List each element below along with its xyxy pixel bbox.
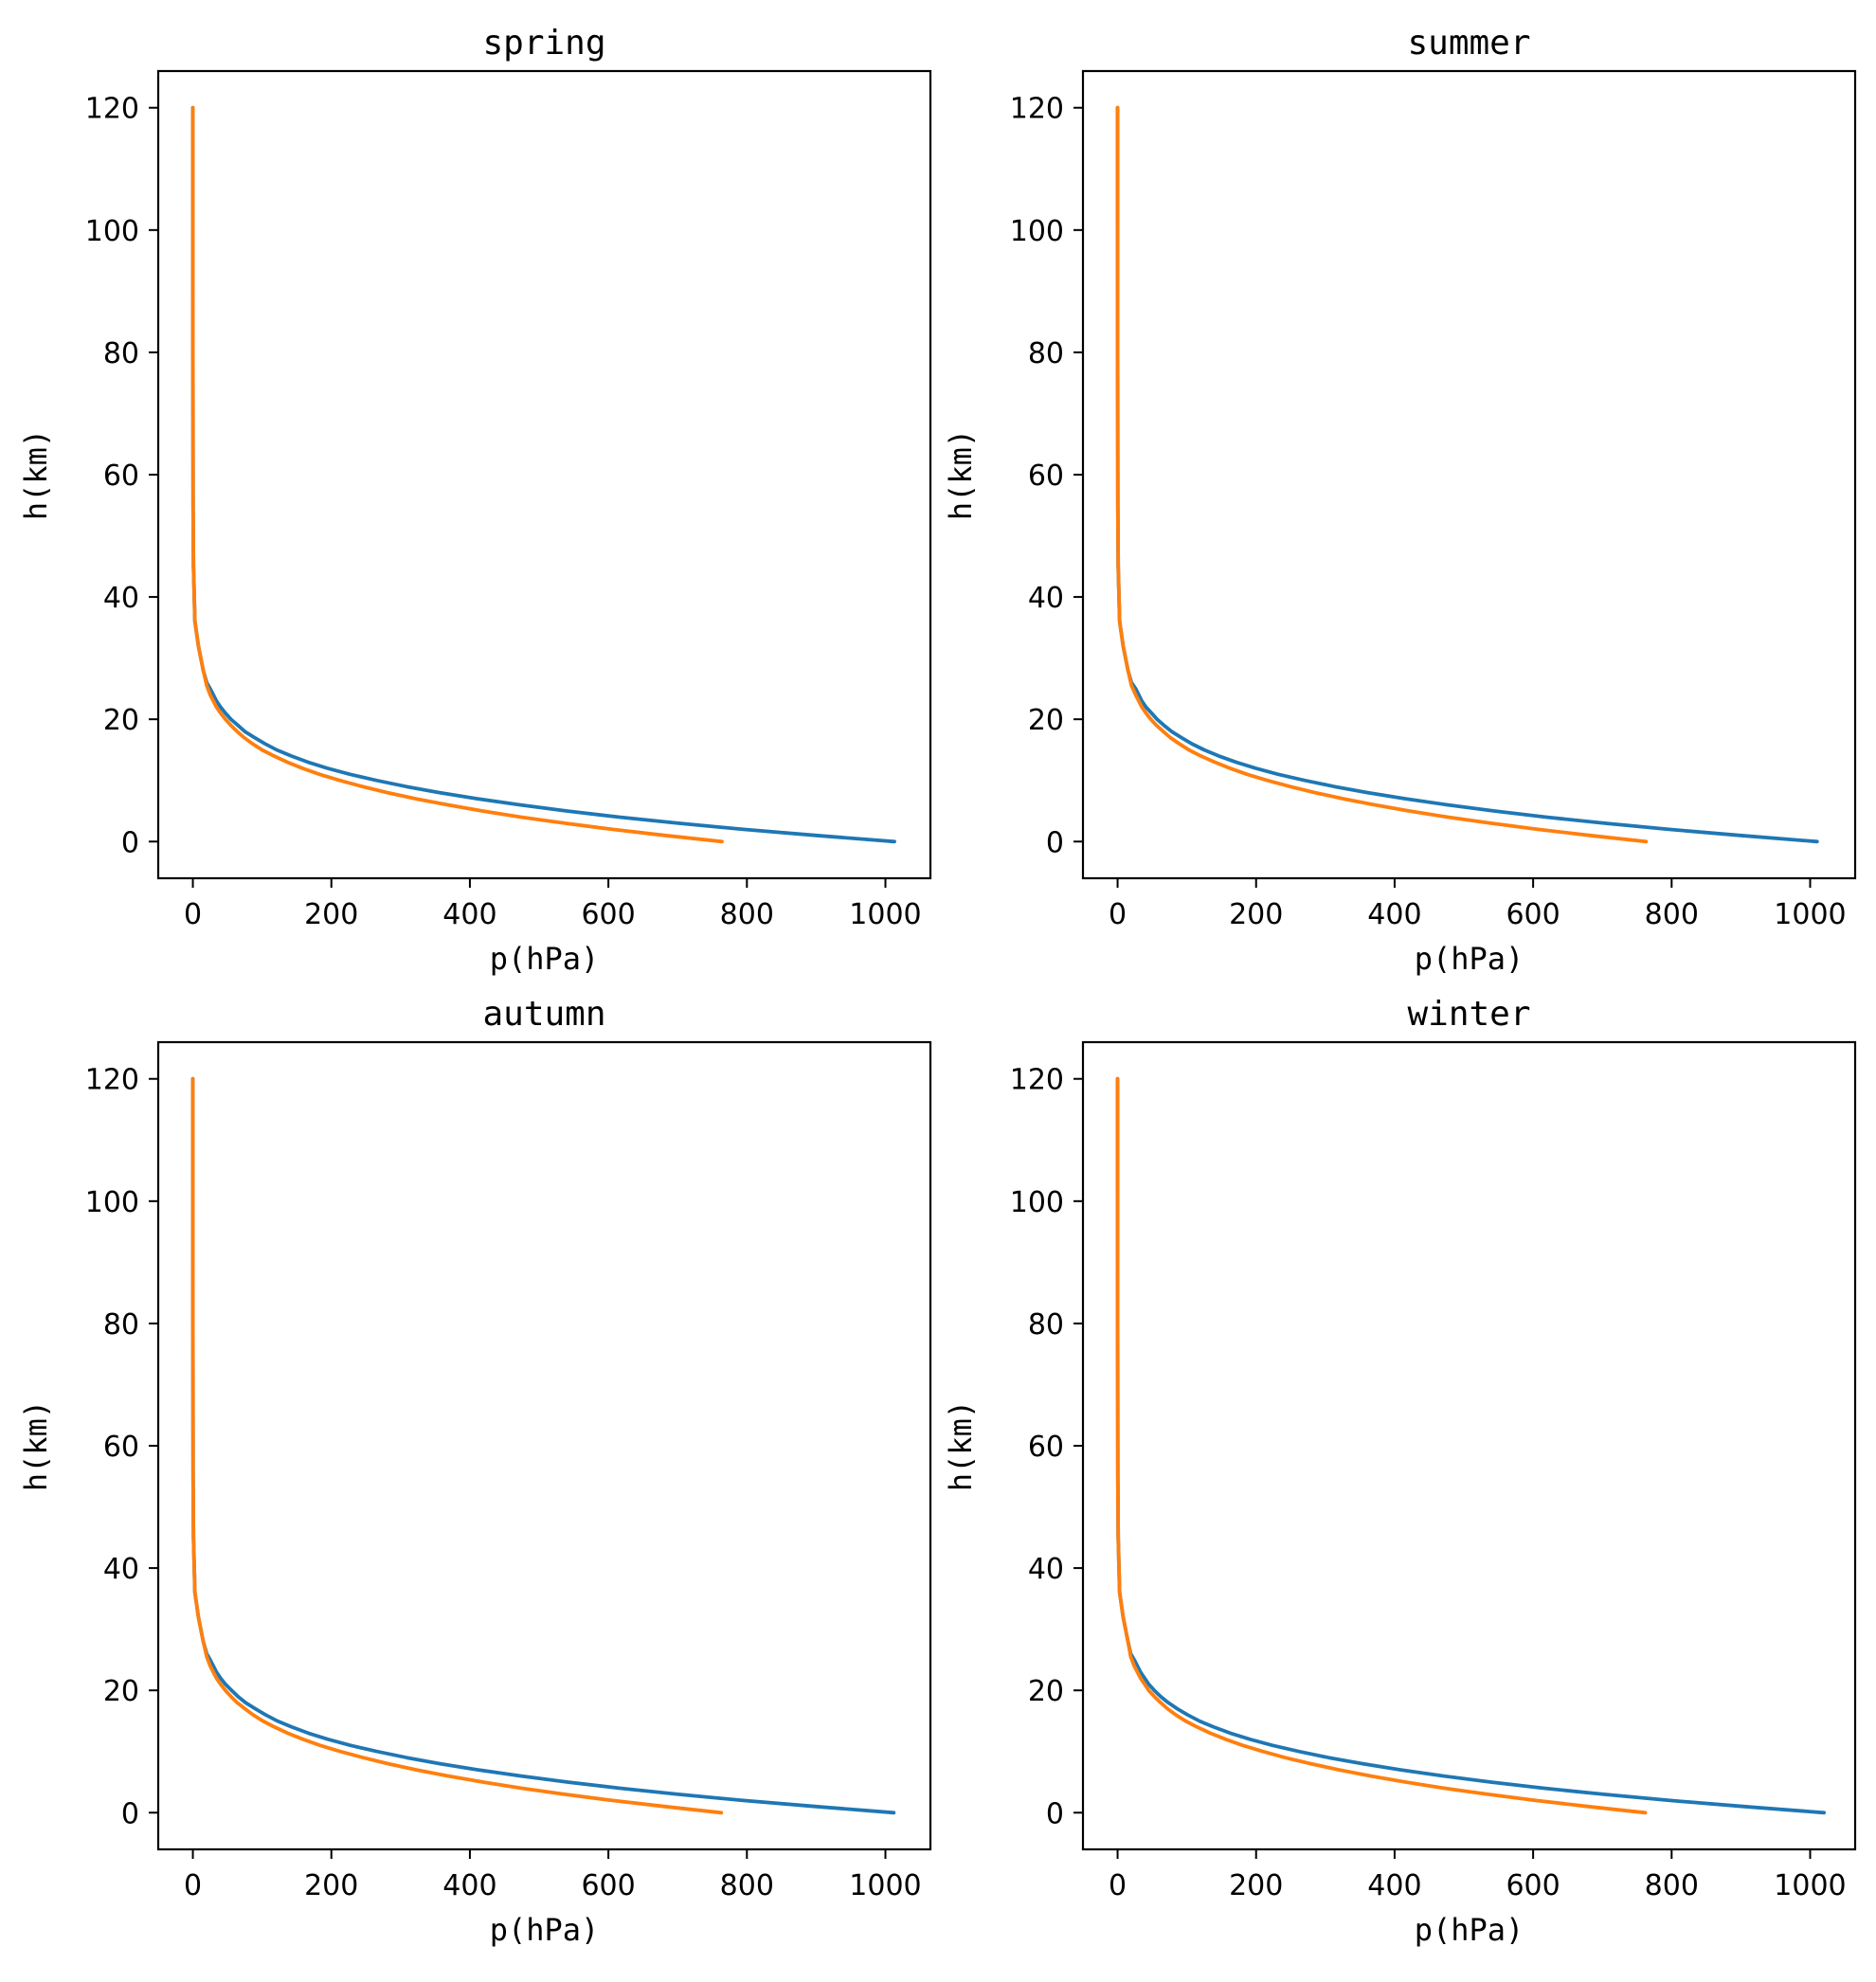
x-tick-label: 0 bbox=[184, 1869, 202, 1902]
y-axis-label: h(km) bbox=[18, 429, 54, 520]
x-tick-label: 1000 bbox=[849, 898, 921, 931]
x-tick-label: 200 bbox=[1229, 1869, 1283, 1902]
x-tick-label: 600 bbox=[1506, 898, 1560, 931]
plot-area bbox=[1083, 71, 1855, 878]
x-tick-label: 400 bbox=[442, 898, 496, 931]
y-tick-label: 40 bbox=[1028, 582, 1064, 615]
x-tick-label: 0 bbox=[1109, 1869, 1127, 1902]
x-tick-label: 600 bbox=[1506, 1869, 1560, 1902]
x-tick-label: 200 bbox=[304, 1869, 358, 1902]
y-tick-label: 40 bbox=[103, 582, 139, 615]
x-tick-label: 800 bbox=[1645, 1869, 1699, 1902]
series-line-2 bbox=[190, 105, 724, 844]
y-tick-label: 60 bbox=[103, 1431, 139, 1464]
y-tick-label: 80 bbox=[1028, 1308, 1064, 1342]
panel-title: autumn bbox=[482, 995, 605, 1034]
series-line-2 bbox=[1115, 1076, 1648, 1815]
panel-winter: 0 200 400 600 800 1000 0 20 40 60 80 100 120 winter p(… bbox=[943, 995, 1857, 1948]
series-line-2 bbox=[1115, 105, 1649, 844]
y-tick-label: 80 bbox=[1028, 337, 1064, 370]
y-tick-label: 100 bbox=[1010, 215, 1064, 248]
y-tick-label: 60 bbox=[1028, 1431, 1064, 1464]
y-axis-label: h(km) bbox=[943, 1400, 979, 1491]
y-tick-label: 60 bbox=[103, 459, 139, 493]
x-tick-label: 600 bbox=[581, 898, 635, 931]
y-tick-label: 120 bbox=[1010, 93, 1064, 126]
y-axis-label: h(km) bbox=[18, 1400, 54, 1491]
y-tick-label: 0 bbox=[1046, 826, 1064, 859]
y-tick-label: 20 bbox=[1028, 704, 1064, 737]
plot-area bbox=[158, 1042, 930, 1849]
y-tick-label: 20 bbox=[1028, 1675, 1064, 1708]
panel-autumn: 0 200 400 600 800 1000 0 20 40 60 80 100 120 autumn p(… bbox=[18, 995, 932, 1948]
x-tick-label: 200 bbox=[304, 898, 358, 931]
series-line-2 bbox=[190, 1076, 724, 1815]
panel-title: summer bbox=[1407, 24, 1530, 63]
y-tick-label: 40 bbox=[103, 1553, 139, 1586]
x-axis-label: p(hPa) bbox=[490, 1912, 600, 1948]
plot-area bbox=[158, 71, 930, 878]
x-tick-label: 400 bbox=[1367, 898, 1421, 931]
y-tick-label: 20 bbox=[103, 704, 139, 737]
x-tick-label: 200 bbox=[1229, 898, 1283, 931]
x-tick-label: 400 bbox=[442, 1869, 496, 1902]
y-tick-label: 40 bbox=[1028, 1553, 1064, 1586]
x-tick-label: 0 bbox=[184, 898, 202, 931]
x-axis-label: p(hPa) bbox=[490, 941, 600, 977]
y-tick-label: 0 bbox=[1046, 1797, 1064, 1830]
x-tick-label: 800 bbox=[1645, 898, 1699, 931]
x-axis-label: p(hPa) bbox=[1415, 941, 1524, 977]
y-tick-label: 120 bbox=[85, 93, 139, 126]
panel-title: winter bbox=[1407, 995, 1530, 1034]
y-tick-label: 120 bbox=[1010, 1064, 1064, 1097]
x-tick-label: 600 bbox=[581, 1869, 635, 1902]
x-tick-label: 400 bbox=[1367, 1869, 1421, 1902]
x-tick-label: 0 bbox=[1109, 898, 1127, 931]
x-tick-label: 800 bbox=[720, 1869, 774, 1902]
y-tick-label: 80 bbox=[103, 337, 139, 370]
y-tick-label: 120 bbox=[85, 1064, 139, 1097]
y-tick-label: 0 bbox=[121, 1797, 139, 1830]
x-tick-label: 1000 bbox=[1774, 1869, 1846, 1902]
y-tick-label: 0 bbox=[121, 826, 139, 859]
y-tick-label: 100 bbox=[85, 1186, 139, 1219]
panel-title: spring bbox=[482, 24, 605, 63]
panel-spring: 0 200 400 600 800 1000 0 20 40 60 80 100 120 spring p(… bbox=[18, 24, 932, 977]
y-tick-label: 100 bbox=[85, 215, 139, 248]
x-tick-label: 800 bbox=[720, 898, 774, 931]
y-tick-label: 20 bbox=[103, 1675, 139, 1708]
x-tick-label: 1000 bbox=[1774, 898, 1846, 931]
y-axis-label: h(km) bbox=[943, 429, 979, 520]
plot-area bbox=[1083, 1042, 1855, 1849]
x-tick-label: 1000 bbox=[849, 1869, 921, 1902]
y-tick-label: 100 bbox=[1010, 1186, 1064, 1219]
y-tick-label: 80 bbox=[103, 1308, 139, 1342]
y-tick-label: 60 bbox=[1028, 459, 1064, 493]
x-axis-label: p(hPa) bbox=[1415, 1912, 1524, 1948]
panel-summer: 0 200 400 600 800 1000 0 20 40 60 80 100 120 summer p(… bbox=[943, 24, 1857, 977]
